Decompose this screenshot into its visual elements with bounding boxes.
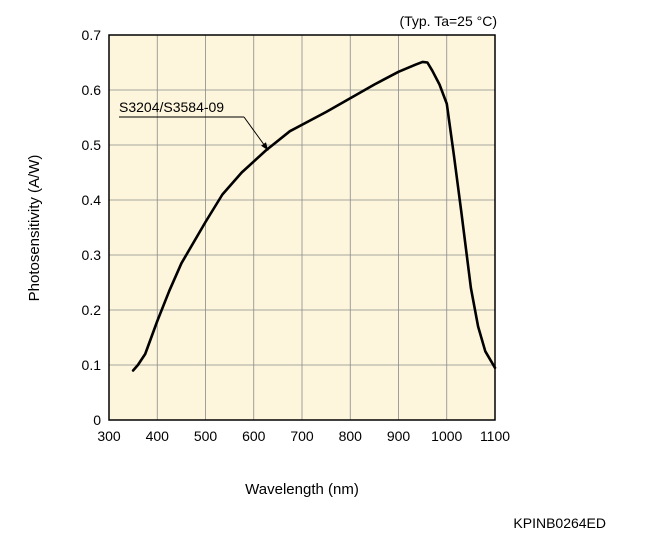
x-tick-label: 1100: [480, 428, 510, 444]
y-tick-label: 0.3: [82, 247, 102, 263]
x-tick-label: 800: [339, 428, 363, 444]
y-axis-ticks: 0 0.1 0.2 0.3 0.4 0.5 0.6 0.7: [82, 27, 102, 428]
y-tick-label: 0.5: [82, 137, 102, 153]
annotation-arrowhead: [261, 142, 269, 151]
x-tick-label: 1000: [431, 428, 462, 444]
x-tick-label: 700: [290, 428, 314, 444]
figure-code: KPINB0264ED: [513, 515, 606, 531]
y-tick-label: 0.6: [82, 82, 102, 98]
condition-label: (Typ. Ta=25 °C): [399, 13, 497, 29]
series-annotation-label: S3204/S3584-09: [119, 99, 224, 115]
x-tick-label: 600: [242, 428, 266, 444]
x-axis-label: Wavelength (nm): [245, 481, 359, 498]
gridlines: [109, 35, 495, 420]
y-tick-label: 0.4: [82, 192, 102, 208]
plot-frame: [108, 34, 496, 421]
y-axis-label: Photosensitivity (A/W): [26, 155, 43, 302]
x-tick-label: 500: [194, 428, 218, 444]
x-axis-ticks: 300 400 500 600 700 800 900 1000 1100: [97, 428, 510, 444]
y-tick-label: 0.2: [82, 302, 102, 318]
series-line-s3204-s3584-09: [131, 60, 497, 372]
y-tick-label: 0.7: [82, 27, 102, 43]
y-tick-label: 0.1: [82, 357, 102, 373]
x-tick-label: 400: [146, 428, 170, 444]
y-tick-label: 0: [93, 412, 101, 428]
x-tick-label: 300: [97, 428, 121, 444]
x-tick-label: 900: [387, 428, 411, 444]
